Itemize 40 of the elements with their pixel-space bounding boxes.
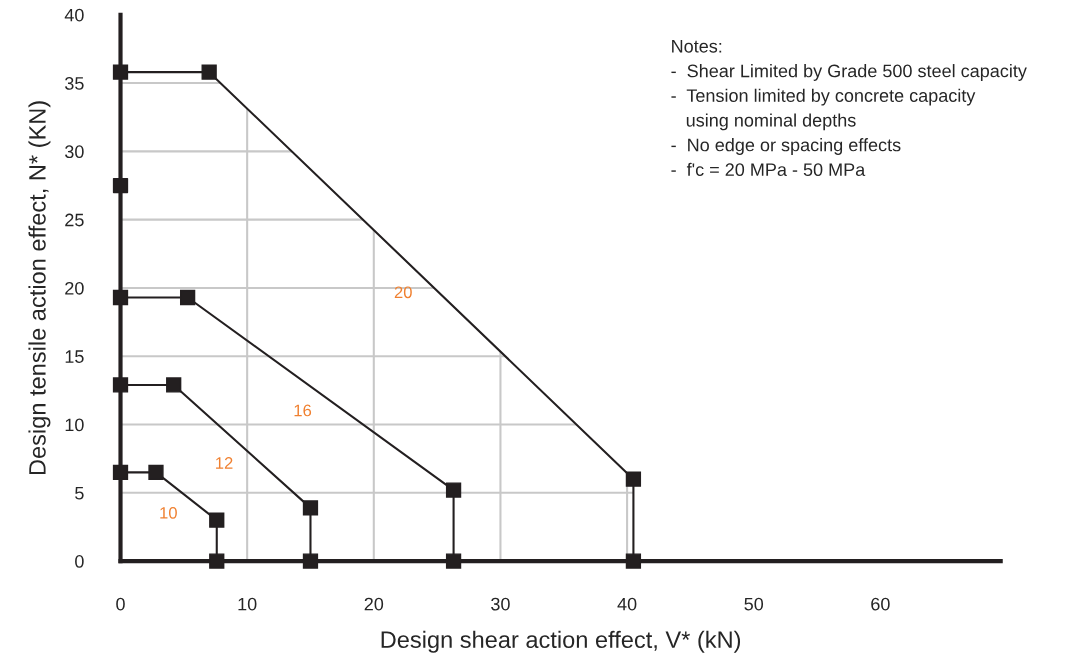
x-tick-label: 50 xyxy=(744,597,764,611)
x-tick-label: 40 xyxy=(617,597,637,611)
annotation: Notes: - Shear Limited by Grade 500 steel capacity - Tension limited by concrete capacity using nominal depths - No edge or spacing effects - f'c = 20 MPa - 50 MPa xyxy=(671,40,1027,177)
point xyxy=(201,64,217,80)
y-tick-label: 20 xyxy=(65,281,84,295)
point xyxy=(179,289,196,306)
x-tick-label: 30 xyxy=(491,597,510,611)
point xyxy=(112,64,129,80)
x-axis-title: Design shear action effect, V* (kN) xyxy=(381,630,741,653)
point xyxy=(112,289,129,306)
series-label: 16 xyxy=(294,404,312,417)
point xyxy=(209,553,225,569)
point xyxy=(166,377,182,393)
y-tick-label: 5 xyxy=(75,486,84,500)
point xyxy=(302,500,319,516)
point xyxy=(625,553,642,569)
y-tick-label: 30 xyxy=(65,145,84,159)
x-tick-label: 0 xyxy=(116,597,125,611)
y-tick-label: 15 xyxy=(65,350,84,363)
series-label: 20 xyxy=(394,286,412,299)
point xyxy=(209,512,225,528)
x-tick-label: 20 xyxy=(364,597,384,611)
y-tick-label: 10 xyxy=(65,418,84,432)
point xyxy=(112,177,129,194)
point xyxy=(625,471,642,487)
series-label: 10 xyxy=(160,506,177,519)
point xyxy=(445,553,462,569)
y-tick-label: 25 xyxy=(65,213,84,227)
y-tick-label: 0 xyxy=(75,555,84,568)
point xyxy=(148,464,164,480)
x-tick-label: 60 xyxy=(871,597,890,611)
series-label: 12 xyxy=(216,457,233,469)
point xyxy=(445,482,462,498)
y-tick-label: 40 xyxy=(64,8,84,22)
y-tick-label: 35 xyxy=(65,77,84,90)
y-axis-title: Design tensile action effect, N* (KN) xyxy=(28,101,51,475)
x-tick-label: 10 xyxy=(238,597,257,611)
point xyxy=(112,377,129,393)
point xyxy=(302,553,319,569)
point xyxy=(112,464,129,480)
